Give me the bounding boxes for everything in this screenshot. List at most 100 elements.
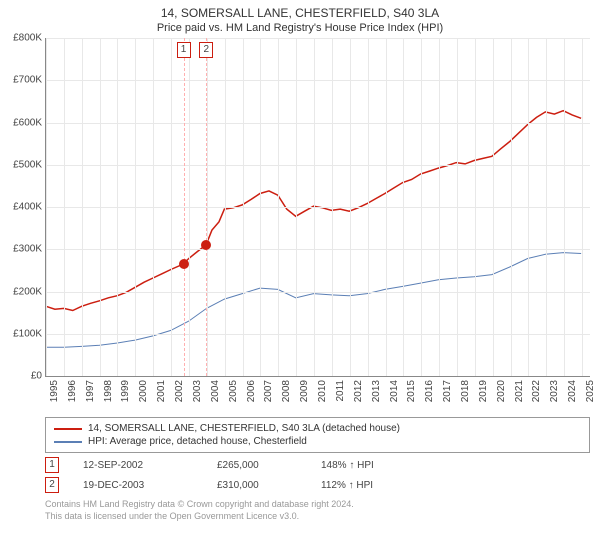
- sale-row: 2 19-DEC-2003 £310,000 112% ↑ HPI: [45, 477, 590, 493]
- sale-price: £310,000: [217, 480, 317, 491]
- sale-marker-box: 1: [177, 42, 191, 58]
- gridline-v: [189, 38, 190, 376]
- gridline-h: [46, 334, 590, 335]
- x-axis-label: 2008: [281, 380, 292, 402]
- gridline-v: [314, 38, 315, 376]
- sale-hpi: 112% ↑ HPI: [321, 480, 590, 491]
- legend-swatch: [54, 428, 82, 430]
- x-axis-label: 2005: [228, 380, 239, 402]
- x-axis-label: 2013: [371, 380, 382, 402]
- sale-marker-dot: [201, 240, 211, 250]
- legend-label: HPI: Average price, detached house, Ches…: [88, 436, 307, 447]
- gridline-h: [46, 123, 590, 124]
- gridline-v: [582, 38, 583, 376]
- gridline-v: [100, 38, 101, 376]
- gridline-h: [46, 165, 590, 166]
- sale-number-box: 2: [45, 477, 59, 493]
- sale-number-box: 1: [45, 457, 59, 473]
- sale-price: £265,000: [217, 460, 317, 471]
- sale-date: 12-SEP-2002: [63, 460, 213, 471]
- x-axis-label: 2007: [263, 380, 274, 402]
- x-axis-label: 2009: [299, 380, 310, 402]
- gridline-v: [421, 38, 422, 376]
- x-axis-label: 2015: [406, 380, 417, 402]
- gridline-v: [564, 38, 565, 376]
- x-axis-label: 2001: [156, 380, 167, 402]
- sale-marker-line: [184, 38, 185, 376]
- gridline-v: [368, 38, 369, 376]
- y-axis-label: £800K: [13, 33, 42, 44]
- sales-list: 1 12-SEP-2002 £265,000 148% ↑ HPI 2 19-DEC-20…: [0, 457, 600, 493]
- y-axis-label: £600K: [13, 117, 42, 128]
- gridline-v: [225, 38, 226, 376]
- gridline-v: [117, 38, 118, 376]
- gridline-v: [296, 38, 297, 376]
- y-axis-label: £500K: [13, 159, 42, 170]
- sale-marker-dot: [179, 259, 189, 269]
- gridline-v: [475, 38, 476, 376]
- gridline-v: [260, 38, 261, 376]
- gridline-v: [46, 38, 47, 376]
- gridline-h: [46, 292, 590, 293]
- x-axis-label: 2012: [353, 380, 364, 402]
- x-axis-label: 2011: [335, 380, 346, 402]
- gridline-v: [64, 38, 65, 376]
- x-axis-label: 2004: [210, 380, 221, 402]
- gridline-v: [511, 38, 512, 376]
- legend-row: 14, SOMERSALL LANE, CHESTERFIELD, S40 3L…: [54, 422, 581, 435]
- gridline-v: [153, 38, 154, 376]
- x-axis-label: 1997: [85, 380, 96, 402]
- gridline-h: [46, 249, 590, 250]
- x-axis-label: 2018: [460, 380, 471, 402]
- gridline-h: [46, 80, 590, 81]
- gridline-v: [171, 38, 172, 376]
- gridline-v: [439, 38, 440, 376]
- x-axis-label: 2021: [514, 380, 525, 402]
- y-axis-label: £700K: [13, 75, 42, 86]
- sale-marker-line: [206, 38, 207, 376]
- x-axis-label: 2025: [585, 380, 596, 402]
- x-axis-label: 2020: [496, 380, 507, 402]
- x-axis-label: 1996: [67, 380, 78, 402]
- gridline-v: [546, 38, 547, 376]
- gridline-v: [493, 38, 494, 376]
- x-axis-label: 2010: [317, 380, 328, 402]
- sale-date: 19-DEC-2003: [63, 480, 213, 491]
- y-axis-label: £400K: [13, 202, 42, 213]
- gridline-v: [278, 38, 279, 376]
- gridline-v: [350, 38, 351, 376]
- gridline-v: [135, 38, 136, 376]
- chart-title: 14, SOMERSALL LANE, CHESTERFIELD, S40 3L…: [0, 0, 600, 20]
- x-axis-label: 2016: [424, 380, 435, 402]
- footer-line-2: This data is licensed under the Open Gov…: [45, 511, 590, 523]
- gridline-v: [243, 38, 244, 376]
- gridline-v: [457, 38, 458, 376]
- x-axis-label: 2022: [531, 380, 542, 402]
- legend: 14, SOMERSALL LANE, CHESTERFIELD, S40 3L…: [45, 417, 590, 453]
- legend-row: HPI: Average price, detached house, Ches…: [54, 435, 581, 448]
- x-axis-label: 2023: [549, 380, 560, 402]
- x-axis-label: 2003: [192, 380, 203, 402]
- x-axis-label: 2006: [246, 380, 257, 402]
- x-axis-label: 2017: [442, 380, 453, 402]
- x-axis-label: 1999: [120, 380, 131, 402]
- gridline-v: [403, 38, 404, 376]
- footer-line-1: Contains HM Land Registry data © Crown c…: [45, 499, 590, 511]
- plot-area: £0£100K£200K£300K£400K£500K£600K£700K£80…: [45, 38, 590, 377]
- legend-label: 14, SOMERSALL LANE, CHESTERFIELD, S40 3L…: [88, 423, 400, 434]
- chart-subtitle: Price paid vs. HM Land Registry's House …: [0, 20, 600, 38]
- x-axis-label: 2019: [478, 380, 489, 402]
- gridline-h: [46, 207, 590, 208]
- footer-text: Contains HM Land Registry data © Crown c…: [45, 499, 590, 522]
- legend-swatch: [54, 441, 82, 443]
- y-axis-label: £0: [31, 371, 42, 382]
- sale-hpi: 148% ↑ HPI: [321, 460, 590, 471]
- gridline-v: [332, 38, 333, 376]
- x-axis-label: 2000: [138, 380, 149, 402]
- gridline-v: [386, 38, 387, 376]
- sale-marker-box: 2: [199, 42, 213, 58]
- sale-row: 1 12-SEP-2002 £265,000 148% ↑ HPI: [45, 457, 590, 473]
- gridline-v: [82, 38, 83, 376]
- x-axis-label: 2002: [174, 380, 185, 402]
- x-axis-label: 1995: [49, 380, 60, 402]
